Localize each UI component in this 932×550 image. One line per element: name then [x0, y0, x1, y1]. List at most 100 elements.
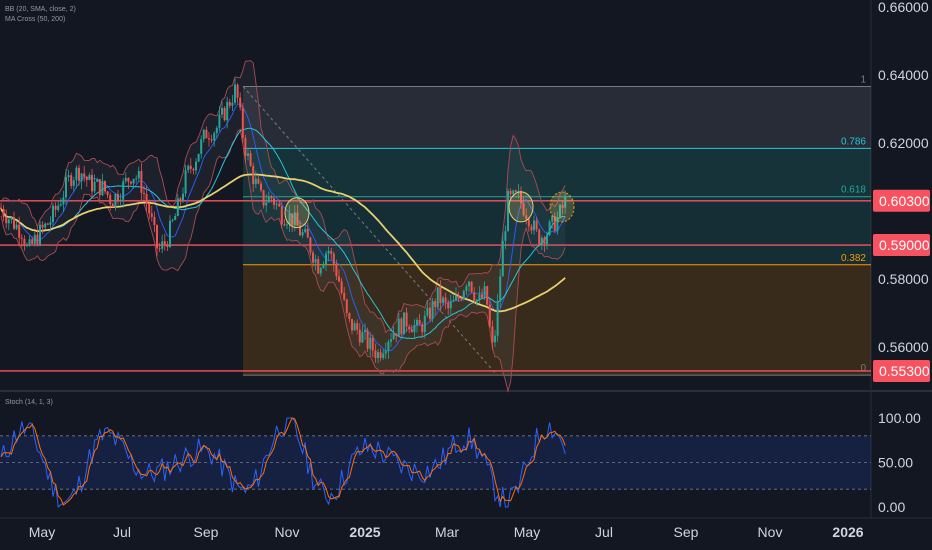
candle-body: [496, 301, 499, 336]
ma200-line: [0, 173, 566, 313]
candle-body: [85, 176, 88, 181]
candle: [496, 293, 499, 342]
candle-body: [163, 241, 166, 245]
candle: [377, 349, 379, 364]
candle-body: [179, 198, 182, 201]
candle: [262, 189, 265, 209]
candle: [364, 323, 366, 340]
candle: [39, 220, 41, 247]
candle-body: [265, 202, 268, 206]
candle: [400, 317, 403, 337]
candle-body: [543, 237, 546, 245]
candle-body: [101, 180, 104, 196]
candle: [5, 209, 8, 229]
candle-body: [507, 190, 509, 232]
candle-body: [488, 304, 491, 327]
price-tick-label: 0.58000: [878, 271, 929, 287]
candle-body: [234, 84, 236, 103]
candle-body: [0, 207, 2, 209]
candle-body: [403, 312, 405, 335]
stochastic-axis: 100.00 50.00 0.00: [878, 410, 921, 515]
candle-body: [135, 178, 138, 180]
candle-body: [457, 295, 460, 299]
candle: [18, 216, 21, 247]
candle: [431, 298, 434, 323]
candle: [475, 298, 478, 306]
candle-body: [364, 330, 366, 333]
candle-body: [332, 253, 335, 265]
candle-body: [306, 228, 309, 238]
candle: [260, 180, 262, 193]
candle: [418, 313, 421, 325]
candle: [387, 339, 390, 359]
candle-body: [143, 192, 145, 195]
candle-body: [408, 326, 411, 329]
candle-body: [127, 177, 130, 182]
candle: [299, 220, 301, 236]
candle-body: [270, 196, 273, 199]
candle-body: [546, 235, 548, 245]
candle-body: [49, 222, 52, 225]
candle: [15, 220, 18, 231]
candle: [192, 167, 195, 175]
candle-body: [93, 181, 96, 192]
price-level-tag: [873, 359, 930, 382]
candle-body: [340, 281, 343, 293]
candle: [410, 324, 413, 333]
candle: [239, 92, 242, 111]
candle-body: [473, 292, 476, 301]
candle-body: [7, 219, 10, 224]
candle-body: [379, 352, 382, 358]
candle: [530, 223, 533, 234]
price-tick-label: 0.66000: [878, 0, 929, 15]
candle-body: [54, 205, 57, 210]
candle-body: [213, 133, 216, 141]
candle-body: [358, 329, 361, 343]
candle: [67, 169, 70, 182]
candle-body: [278, 203, 281, 207]
candle: [202, 128, 205, 143]
candle: [379, 348, 382, 362]
stoch-indicator-label[interactable]: Stoch (14, 1, 3): [5, 399, 53, 406]
bollinger-upper: [0, 60, 566, 334]
candle: [296, 204, 299, 226]
candle-body: [241, 107, 244, 139]
candle-body: [525, 215, 528, 219]
candle: [41, 221, 44, 234]
candle: [36, 226, 39, 247]
bb-indicator-label[interactable]: BB (20, SMA, close, 2): [5, 6, 76, 13]
candle-body: [429, 307, 431, 320]
candle: [98, 178, 101, 200]
candle: [309, 236, 312, 256]
candle-body: [65, 176, 67, 198]
candle-body: [98, 179, 101, 196]
candle: [179, 196, 182, 206]
candle-body: [343, 292, 346, 300]
time-tick-label: May: [29, 524, 55, 540]
candle-body: [312, 252, 314, 263]
candle-body: [10, 217, 13, 220]
ma-cross-indicator-label[interactable]: MA Cross (50, 200): [5, 16, 66, 23]
candle: [338, 268, 340, 283]
candle: [481, 288, 483, 300]
candle-body: [296, 212, 299, 226]
candle-body: [460, 298, 463, 300]
candle: [353, 320, 356, 331]
candle-body: [130, 181, 132, 184]
candle-body: [400, 318, 403, 335]
candle-body: [384, 350, 387, 354]
candle: [540, 235, 543, 251]
candle: [288, 205, 291, 232]
candle: [44, 222, 47, 230]
candle: [54, 202, 57, 218]
candle-body: [104, 180, 106, 192]
candle-body: [171, 220, 174, 221]
candle-body: [348, 312, 351, 320]
candle: [468, 280, 470, 293]
candle: [546, 231, 548, 250]
candle: [384, 342, 387, 359]
candle-body: [59, 204, 62, 206]
candle: [101, 173, 104, 197]
candle-body: [218, 114, 221, 128]
